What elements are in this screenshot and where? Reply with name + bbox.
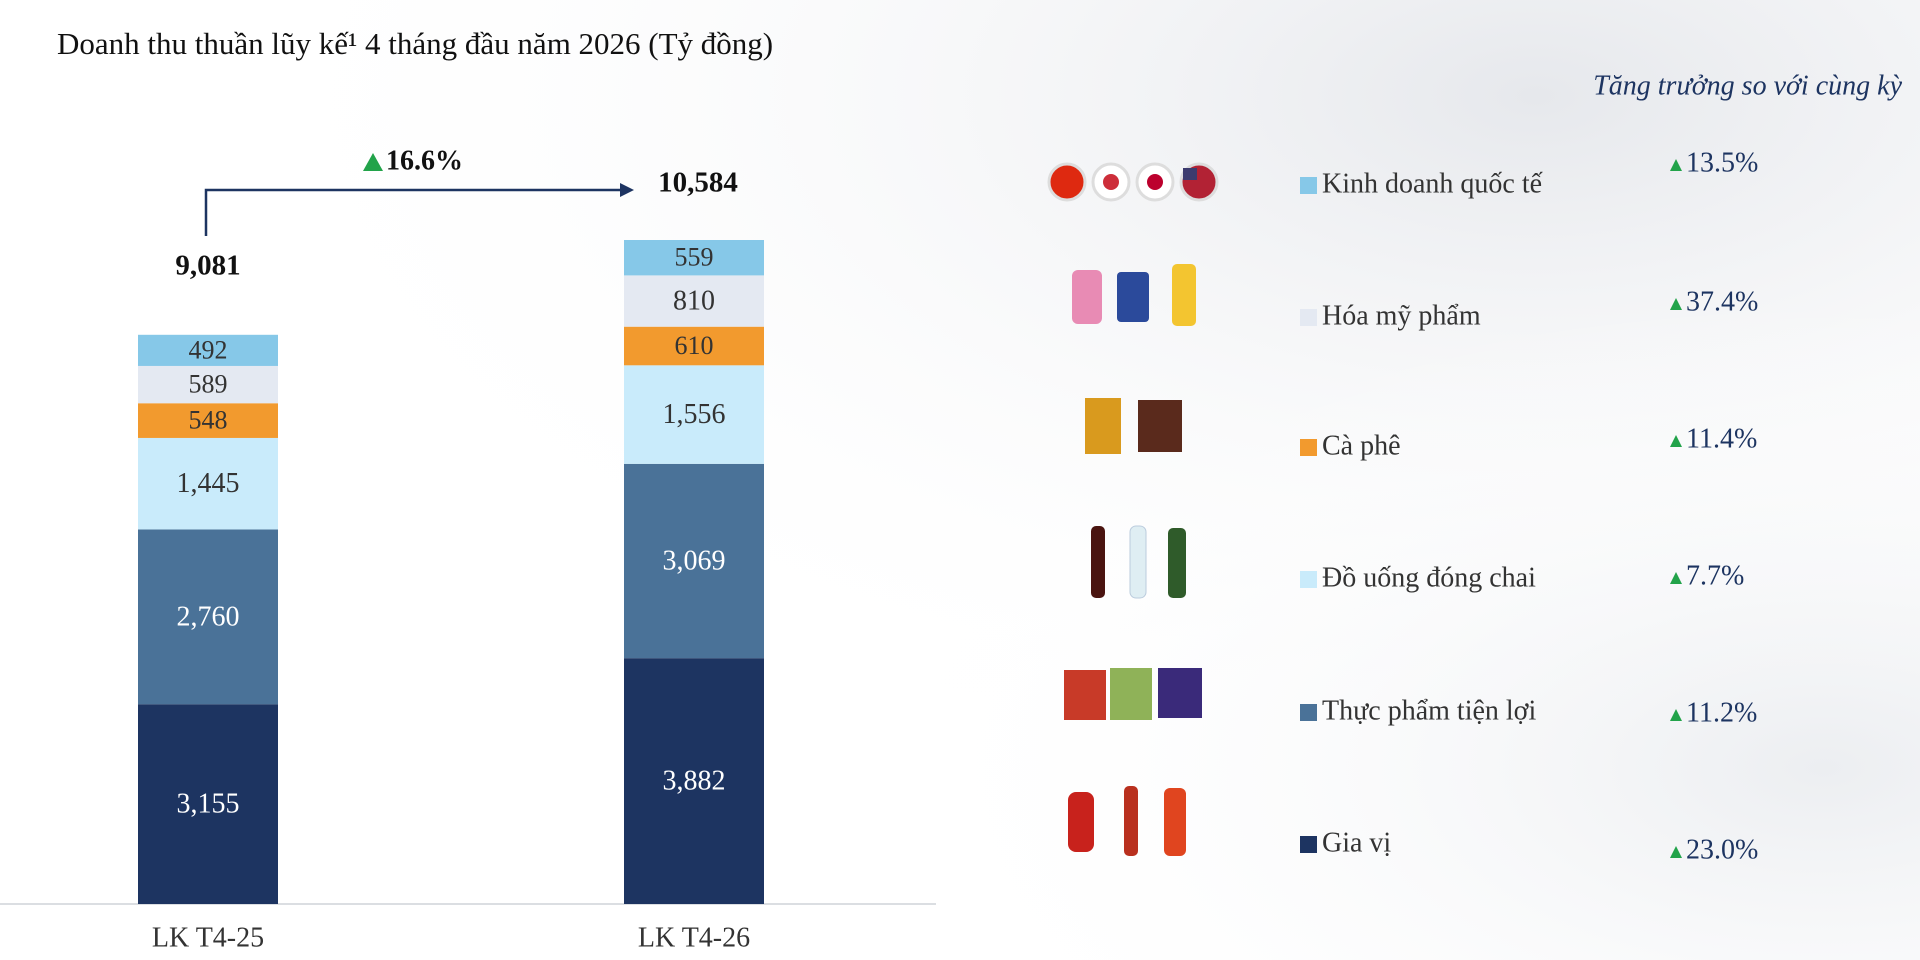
legend-label: Gia vị [1322,827,1391,858]
value-label: 1,556 [663,399,726,430]
bar-segment [624,275,764,327]
x-tick-label: LK T4-26 [638,922,750,953]
value-label: 589 [189,370,228,399]
legend-label: Thực phẩm tiện lợi [1322,695,1536,726]
value-label: 3,155 [177,789,240,820]
total-label: 9,081 [175,250,240,282]
growth-label: 13.5% [1686,147,1758,178]
bar-segment [138,334,278,366]
bar-segment [624,658,764,904]
bar-segment [624,365,764,464]
up-triangle [1670,298,1682,310]
legend-label: Hóa mỹ phẩm [1322,300,1481,331]
chart-subtitle: Tăng trưởng so với cùng kỳ [1593,70,1902,101]
up-triangle [1670,572,1682,584]
bar-segment [624,463,764,659]
bar-segment [624,240,764,276]
bar-segment [138,704,278,904]
growth-label: 7.7% [1686,560,1744,591]
growth-label: 23.0% [1686,834,1758,865]
growth-label: 11.2% [1686,697,1757,728]
value-label: 559 [675,243,714,272]
legend-swatch [1300,439,1317,456]
flag-icons [1047,162,1219,202]
chart-title: Doanh thu thuần lũy kế¹ 4 tháng đầu năm … [57,26,773,61]
bar-segment [138,365,278,404]
up-triangle [1670,846,1682,858]
total-label: 10,584 [658,167,738,199]
value-label: 3,882 [663,766,726,797]
legend-label: Kinh doanh quốc tế [1322,168,1544,199]
bar-segment [624,326,764,366]
up-triangle [363,153,383,171]
value-label: 548 [189,406,228,435]
product-icons [1064,264,1202,856]
up-triangle [1670,435,1682,447]
legend-swatch [1300,309,1317,326]
bar-segment [138,529,278,705]
arrow-head [620,183,634,197]
value-label: 3,069 [663,545,726,576]
up-triangle [1670,159,1682,171]
value-label: 610 [675,331,714,360]
legend-label: Đồ uống đóng chai [1322,562,1536,593]
bar-segment [138,403,278,438]
up-triangle [1670,709,1682,721]
legend-swatch [1300,177,1317,194]
legend-swatch [1300,836,1317,853]
growth-label: 37.4% [1686,286,1758,317]
value-label: 1,445 [177,468,240,499]
legend-label: Cà phê [1322,430,1401,461]
legend-swatch [1300,571,1317,588]
total-growth: 16.6% [386,145,463,176]
growth-arrow [204,188,620,236]
value-label: 810 [673,285,715,316]
legend-swatch [1300,704,1317,721]
growth-label: 11.4% [1686,423,1757,454]
x-tick-label: LK T4-25 [152,922,264,953]
value-label: 2,760 [177,601,240,632]
bar-segment [138,437,278,530]
value-label: 492 [189,335,228,364]
